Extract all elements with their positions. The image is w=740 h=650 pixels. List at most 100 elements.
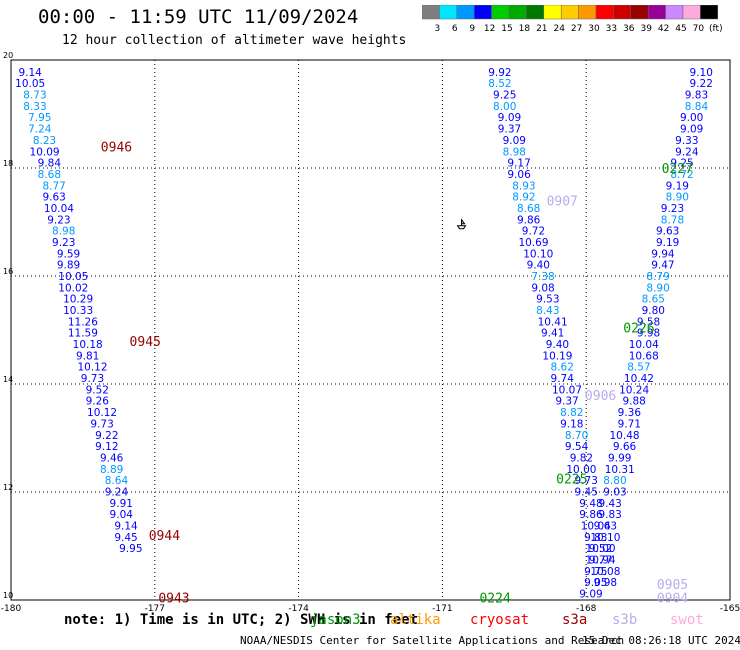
wave-height-value: 8.84 [685, 101, 709, 113]
wave-height-value: 8.78 [661, 214, 684, 226]
wave-height-value: 9.33 [675, 135, 698, 147]
wave-height-value: 9.18 [560, 418, 583, 430]
wave-height-value: 8.90 [666, 192, 689, 204]
wave-height-value: 11.59 [68, 328, 98, 340]
footer-note: note: 1) Time is in UTC; 2) SWH is in fe… [64, 612, 419, 628]
wave-height-value: 9.98 [637, 328, 660, 340]
wave-height-value: 10.04 [44, 203, 74, 215]
wave-height-value: 8.65 [642, 294, 665, 306]
wave-height-value: 8.64 [105, 475, 129, 487]
wave-height-value: 9.37 [498, 124, 521, 136]
wave-height-value: 9.45 [114, 532, 137, 544]
wave-height-value: 9.82 [570, 452, 593, 464]
wave-height-value: 9.10 [690, 67, 713, 79]
wave-height-value: 10.04 [629, 339, 659, 351]
x-tick-label: -168 [576, 604, 597, 614]
wave-height-value: 10.41 [538, 316, 568, 328]
wave-height-value: 8.93 [512, 180, 535, 192]
wave-height-value: 9.95 [119, 543, 142, 555]
wave-height-value: 10.42 [624, 373, 654, 385]
x-tick-label: -171 [432, 604, 452, 614]
wave-height-value: 8.68 [38, 169, 61, 181]
pass-time-label: 0224 [479, 591, 510, 606]
wave-height-value: 9.53 [536, 294, 559, 306]
y-tick-label: 14 [3, 375, 13, 384]
wave-height-value: 9.25 [670, 158, 693, 170]
wave-height-value: 8.98 [503, 146, 526, 158]
wave-height-value: 9.99 [608, 452, 631, 464]
wave-height-value: 9.23 [661, 203, 684, 215]
scale-tick-label: 42 [658, 24, 669, 34]
wave-height-value: 9.73 [90, 418, 113, 430]
wave-height-value: 9.14 [114, 520, 138, 532]
wave-height-value: 9.86 [579, 509, 603, 521]
wave-height-value: 8.77 [42, 180, 65, 192]
wave-height-value: 9.04 [110, 509, 134, 521]
credit-line: NOAA/NESDIS Center for Satellite Applica… [240, 634, 625, 647]
wave-height-value: 9.98 [594, 577, 617, 589]
wave-height-value: 9.58 [637, 316, 660, 328]
x-tick-label: -174 [288, 604, 309, 614]
scale-tick-label: 6 [452, 24, 458, 34]
wave-height-value: 10.12 [87, 407, 117, 419]
wave-height-value: 9.46 [100, 452, 124, 464]
boat-icon [456, 218, 467, 230]
satellite-legend-entry: jason3 [310, 612, 361, 628]
wave-height-value: 10.08 [590, 566, 620, 578]
wave-height-value: 9.06 [507, 169, 531, 181]
scale-tick-label: 15 [501, 24, 512, 34]
wave-height-value: 9.26 [86, 396, 110, 408]
wave-height-value: 9.23 [47, 214, 70, 226]
wave-height-value: 10.48 [610, 430, 640, 442]
wave-height-value: 9.63 [656, 226, 679, 238]
wave-height-value: 8.33 [23, 101, 46, 113]
wave-height-value: 9.45 [575, 486, 598, 498]
wave-height-value: 10.94 [586, 555, 616, 567]
wave-height-value: 9.91 [110, 498, 133, 510]
pass-time-label: 0225 [556, 473, 587, 488]
scale-tick-label: 3 [435, 24, 441, 34]
wave-height-value: 9.73 [81, 373, 104, 385]
wave-height-value: 9.94 [651, 248, 675, 260]
y-tick-label: 18 [3, 159, 13, 168]
wave-height-value: 10.19 [542, 350, 572, 362]
wave-height-value: 9.72 [522, 226, 545, 238]
wave-height-value: 9.74 [551, 373, 575, 385]
wave-height-value: 9.47 [651, 260, 674, 272]
chart-subtitle: 12 hour collection of altimeter wave hei… [62, 33, 407, 48]
wave-height-value: 8.70 [565, 430, 588, 442]
chart-title: 00:00 - 11:59 UTC 11/09/2024 [38, 6, 359, 28]
wave-height-value: 9.03 [603, 486, 626, 498]
wave-height-value: 10.29 [63, 294, 93, 306]
wave-height-value: 9.59 [57, 248, 80, 260]
wave-height-value: 9.25 [493, 90, 516, 102]
wave-height-value: 10.05 [58, 271, 88, 283]
wave-height-value: 10.00 [566, 464, 596, 476]
wave-height-value: 9.05 [584, 577, 607, 589]
wave-height-value: 9.40 [546, 339, 569, 351]
wave-height-value: 9.36 [618, 407, 642, 419]
wave-height-value: 9.24 [105, 486, 129, 498]
wave-height-value: 9.88 [622, 396, 645, 408]
wave-height-value: 10.12 [77, 362, 107, 374]
y-tick-label: 10 [3, 591, 13, 600]
wave-height-value: 9.63 [42, 192, 65, 204]
pass-time-label: 0945 [130, 335, 161, 350]
wave-height-value: 10.69 [518, 237, 548, 249]
wave-height-value: 8.73 [23, 90, 46, 102]
wave-height-value: 9.00 [680, 112, 703, 124]
plot-frame [10, 59, 731, 601]
satellite-legend-entry: altika [390, 612, 441, 628]
scale-tick-label: 9 [469, 24, 475, 34]
wave-height-value: 9.83 [685, 90, 708, 102]
pass-time-label: 0227 [662, 162, 693, 177]
pass-time-label: 0943 [158, 591, 189, 606]
wave-height-value: 9.43 [598, 498, 621, 510]
wave-height-value: 9.19 [666, 180, 689, 192]
wave-height-value: 9.48 [579, 498, 602, 510]
wave-height-value: 10.02 [58, 282, 88, 294]
wave-height-value: 8.52 [488, 78, 511, 90]
wave-height-value: 9.09 [680, 124, 703, 136]
wave-height-value: 8.68 [517, 203, 540, 215]
